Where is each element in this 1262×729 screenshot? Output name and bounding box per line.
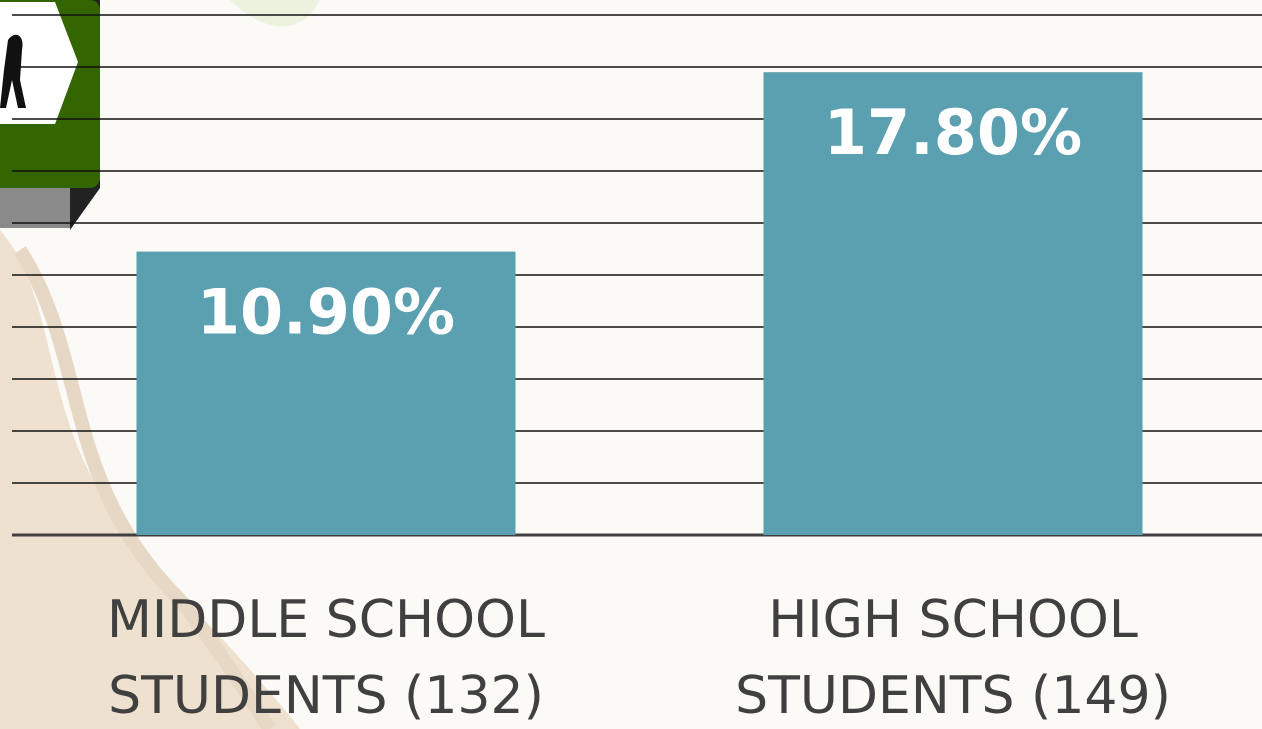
value-label: 17.80%	[824, 96, 1082, 169]
bar	[763, 72, 1143, 535]
value-label: 10.90%	[197, 276, 455, 349]
x-tick-label: HIGH SCHOOL STUDENTS (149)	[735, 590, 1171, 726]
x-tick-label: MIDDLE SCHOOL STUDENTS (132)	[107, 590, 545, 726]
bar	[136, 251, 516, 535]
background-decoration	[0, 0, 320, 729]
logo-badge	[0, 0, 100, 230]
